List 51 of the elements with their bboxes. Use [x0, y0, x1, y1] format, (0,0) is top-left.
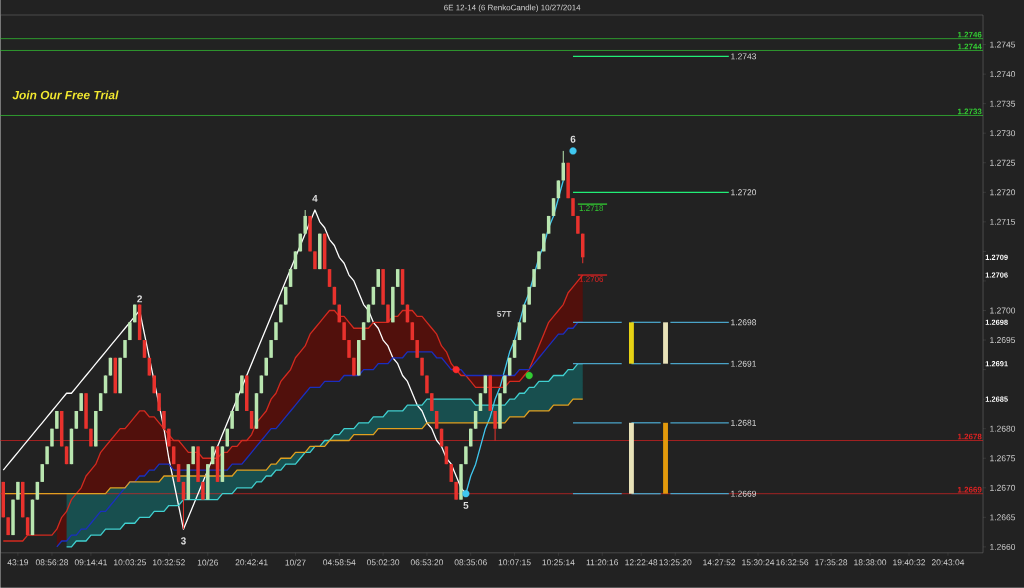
x-tick-label: 14:27:52 — [703, 559, 736, 566]
x-tick-label: 16:32:56 — [776, 559, 809, 566]
annotation: 57T — [497, 311, 512, 317]
annotation: Join Our Free Trial — [12, 90, 119, 100]
y-tick-label: 1.2670 — [990, 484, 1016, 491]
y-tick-label: 1.2725 — [990, 159, 1016, 166]
y-tick-label: 1.2730 — [990, 130, 1016, 137]
y-tick-label: 1.2700 — [990, 307, 1016, 314]
annotation: 6 — [570, 135, 576, 143]
annotation: 3 — [180, 537, 186, 545]
annotation: 4 — [312, 195, 318, 202]
y-tick-label: 1.2715 — [990, 218, 1016, 225]
y-tick-label: 1.2745 — [990, 41, 1016, 48]
data-label: 1.2698 — [731, 319, 757, 326]
data-label: 1.2669 — [731, 490, 757, 497]
x-tick-label: 10/27 — [285, 559, 306, 566]
x-tick-label: 20:43:04 — [931, 559, 965, 566]
y-tick-label: 1.2695 — [990, 337, 1016, 344]
y-tick-label: 1.2660 — [990, 544, 1016, 550]
annotation: 5 — [463, 501, 469, 509]
x-tick-label: 15:30:24 — [742, 559, 775, 566]
x-tick-label: 08:56:28 — [35, 559, 69, 566]
data-label: 1.2681 — [731, 419, 757, 426]
data-label: 1.2743 — [731, 53, 757, 60]
x-tick-label: 13:25:20 — [659, 559, 692, 566]
x-tick-label: 10:32:52 — [153, 559, 185, 566]
x-tick-label: 20:42:41 — [235, 559, 268, 566]
x-tick-label: 10:03:25 — [114, 559, 146, 566]
x-tick-label: 06:53:20 — [410, 559, 444, 566]
x-tick-label: 10:07:15 — [498, 559, 531, 566]
x-tick-label: 05:02:30 — [366, 559, 400, 566]
x-tick-label: 10/26 — [197, 559, 219, 566]
x-tick-label: 08:35:06 — [454, 559, 487, 566]
y-tick-label: 1.2720 — [990, 189, 1016, 196]
data-label: 1.2720 — [731, 189, 757, 196]
x-tick-label: 10:25:14 — [542, 559, 575, 566]
x-tick-label: 11:20:16 — [586, 559, 619, 566]
y-tick-label: 1.2740 — [990, 71, 1016, 78]
x-tick-label: 09:14:41 — [74, 559, 107, 566]
x-tick-label: 18:38:00 — [854, 559, 887, 566]
y-tick-label: 1.2735 — [990, 100, 1016, 107]
x-tick-label: 12:22:48 — [625, 559, 658, 566]
annotation: 2 — [137, 295, 142, 303]
x-tick-label: 17:35:28 — [815, 559, 848, 566]
x-tick-label: 19:40:32 — [893, 559, 926, 566]
y-tick-label: 1.2680 — [990, 425, 1016, 432]
y-tick-label: 1.2665 — [990, 514, 1016, 521]
x-tick-label: 04:58:54 — [323, 559, 356, 566]
y-tick-label: 1.2675 — [990, 455, 1016, 462]
data-label: 1.2691 — [731, 360, 757, 367]
x-tick-label: 43:19 — [7, 559, 29, 566]
